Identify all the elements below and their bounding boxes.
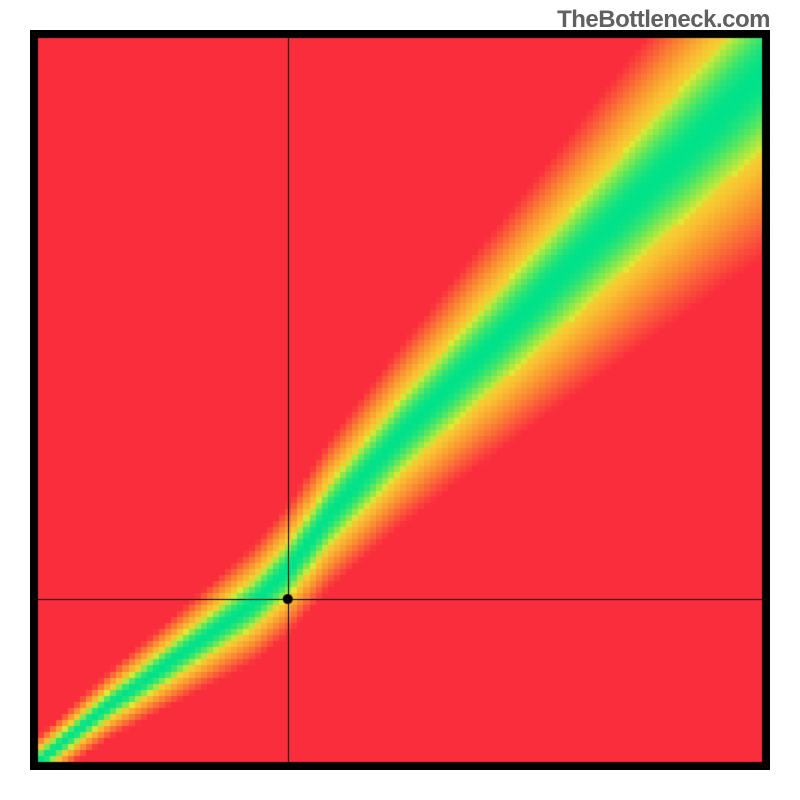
figure-container: TheBottleneck.com [0, 0, 800, 800]
plot-area [30, 30, 770, 770]
crosshair-overlay [30, 30, 770, 770]
